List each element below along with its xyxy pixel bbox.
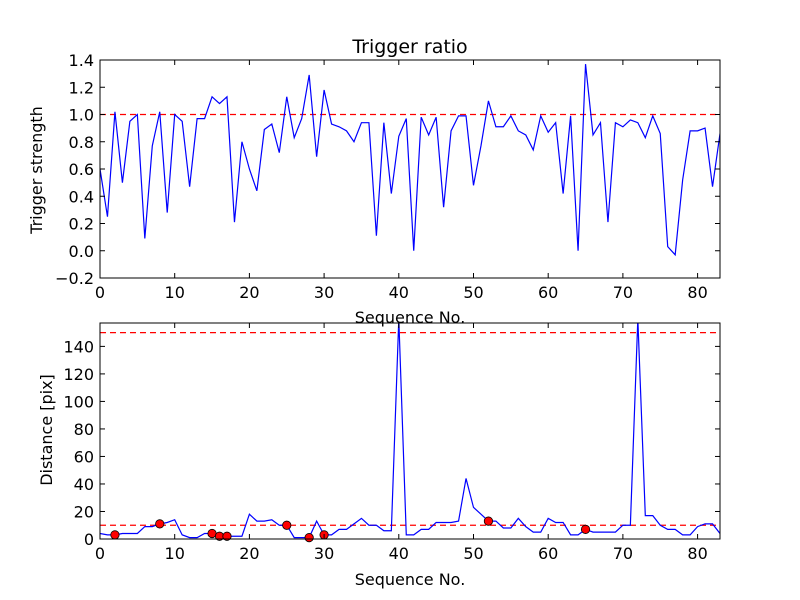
- bottom-x-tick-label: 0: [95, 544, 105, 563]
- top-y-tick-label: 0.2: [69, 215, 94, 234]
- top-y-tick-label: 0.4: [69, 187, 94, 206]
- bottom-x-tick-label: 60: [538, 544, 558, 563]
- top-y-tick-label: 1.4: [69, 51, 94, 70]
- top-x-tick-label: 50: [463, 283, 483, 302]
- top-y-tick-label: 0.8: [69, 133, 94, 152]
- bottom-axes-frame: [99, 322, 721, 540]
- top-series-line-0: [100, 64, 720, 257]
- bottom-x-axis-label: Sequence No.: [355, 570, 466, 589]
- bottom-marker-point-8: [483, 516, 494, 526]
- bottom-y-tick-label: 40: [74, 475, 94, 494]
- top-x-tick-label: 0: [95, 283, 105, 302]
- bottom-y-tick-label: 0: [84, 530, 94, 549]
- bottom-x-tick-label: 80: [687, 544, 707, 563]
- bottom-marker-point-1: [155, 519, 165, 529]
- bottom-y-axis-label: Distance [pix]: [37, 374, 56, 486]
- top-x-tick-label: 40: [389, 283, 409, 302]
- bottom-x-tick-label: 70: [613, 544, 633, 563]
- trigger-ratio-panel: Trigger ratio Trigger strength Sequence …: [27, 36, 721, 327]
- top-y-axis-label: Trigger strength: [27, 106, 46, 235]
- bottom-x-tick-label: 20: [239, 544, 259, 563]
- top-y-tick-label: 0.6: [69, 160, 94, 179]
- bottom-marker-point-6: [304, 533, 314, 543]
- bottom-y-tick-label: 80: [74, 420, 94, 439]
- bottom-x-tick-label: 10: [165, 544, 185, 563]
- chart-title: Trigger ratio: [351, 36, 467, 58]
- bottom-marker-point-9: [580, 524, 591, 534]
- bottom-y-tick-label: 60: [74, 447, 94, 466]
- top-x-tick-label: 60: [538, 283, 558, 302]
- top-x-tick-label: 10: [165, 283, 185, 302]
- top-y-tick-label: 1.2: [69, 78, 94, 97]
- top-y-tick-label: 0.0: [69, 242, 94, 261]
- bottom-x-tick-label: 30: [314, 544, 334, 563]
- top-y-tick-label: 1.0: [69, 106, 94, 125]
- bottom-marker-point-4: [222, 531, 232, 541]
- top-x-tick-label: 20: [239, 283, 259, 302]
- top-y-tick-label: −0.2: [55, 269, 94, 288]
- top-x-axis-label: Sequence No.: [355, 308, 466, 327]
- distance-panel: Distance [pix] Sequence No. 0 10 20 30 40 50 6…: [37, 322, 721, 589]
- bottom-y-tick-label: 120: [63, 365, 94, 384]
- bottom-y-tick-label: 20: [74, 502, 94, 521]
- bottom-x-tick-label: 40: [389, 544, 409, 563]
- top-x-tick-label: 70: [613, 283, 633, 302]
- top-x-tick-label: 30: [314, 283, 334, 302]
- top-x-tick-label: 80: [687, 283, 707, 302]
- bottom-marker-point-0: [110, 530, 120, 540]
- bottom-series-line-0: [100, 323, 720, 539]
- bottom-y-tick-label: 100: [63, 392, 94, 411]
- bottom-y-tick-label: 140: [63, 337, 94, 356]
- bottom-x-tick-label: 50: [463, 544, 483, 563]
- bottom-marker-point-5: [282, 520, 292, 530]
